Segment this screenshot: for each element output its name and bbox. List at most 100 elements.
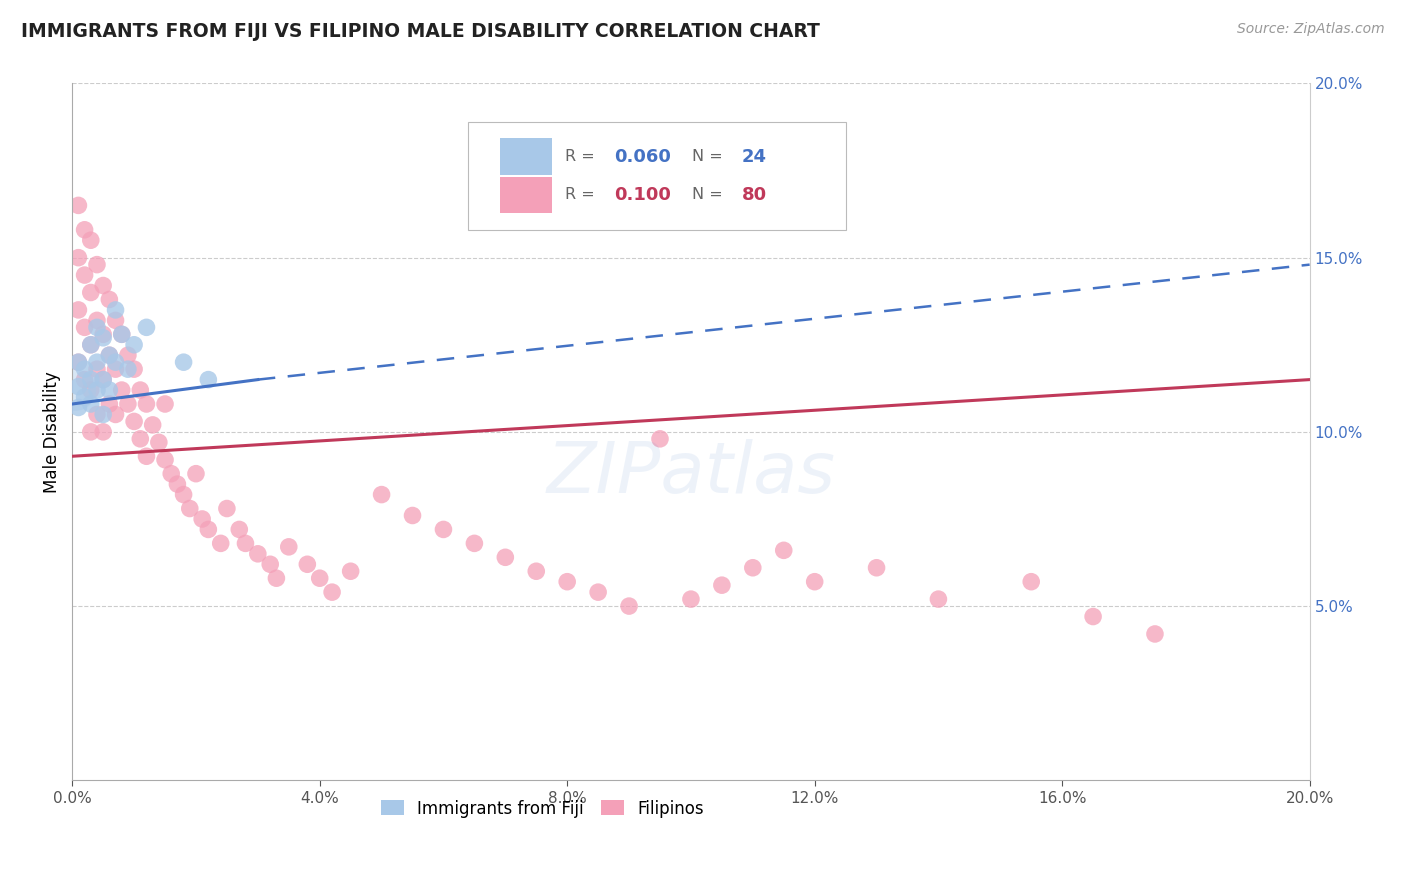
Point <box>98 348 121 362</box>
Point <box>67 379 90 393</box>
Point <box>148 435 170 450</box>
Point <box>73 223 96 237</box>
Point <box>73 373 96 387</box>
Point <box>129 383 152 397</box>
Text: 0.060: 0.060 <box>614 147 671 166</box>
Point <box>1081 609 1104 624</box>
FancyBboxPatch shape <box>501 138 553 175</box>
Point <box>117 348 139 362</box>
Point <box>266 571 288 585</box>
Point <box>142 417 165 432</box>
Point <box>339 564 361 578</box>
Point <box>86 258 108 272</box>
Point <box>463 536 485 550</box>
Text: R =: R = <box>565 149 599 164</box>
Point <box>401 508 423 523</box>
Point <box>184 467 207 481</box>
Point <box>111 383 134 397</box>
Point <box>432 523 454 537</box>
Point <box>122 338 145 352</box>
Point <box>111 327 134 342</box>
Point <box>98 348 121 362</box>
Point <box>1019 574 1042 589</box>
Point <box>277 540 299 554</box>
Point <box>741 560 763 574</box>
Point <box>135 320 157 334</box>
Point <box>122 362 145 376</box>
Point <box>209 536 232 550</box>
Point <box>173 487 195 501</box>
Y-axis label: Male Disability: Male Disability <box>44 371 60 492</box>
Point <box>803 574 825 589</box>
Point <box>494 550 516 565</box>
Text: 80: 80 <box>742 186 766 204</box>
Point <box>65 383 87 397</box>
Point <box>117 397 139 411</box>
Point <box>80 383 103 397</box>
Point <box>555 574 578 589</box>
Point <box>321 585 343 599</box>
Legend: Immigrants from Fiji, Filipinos: Immigrants from Fiji, Filipinos <box>374 793 711 824</box>
Point <box>104 302 127 317</box>
Point <box>772 543 794 558</box>
Text: 0.100: 0.100 <box>614 186 671 204</box>
Point <box>191 512 214 526</box>
Point <box>86 355 108 369</box>
Point <box>86 362 108 376</box>
Point <box>135 450 157 464</box>
Point <box>91 425 114 439</box>
Text: Source: ZipAtlas.com: Source: ZipAtlas.com <box>1237 22 1385 37</box>
Text: 24: 24 <box>742 147 766 166</box>
Point <box>98 397 121 411</box>
Point <box>160 467 183 481</box>
Text: N =: N = <box>692 187 728 202</box>
Point <box>104 362 127 376</box>
Point <box>104 408 127 422</box>
Point <box>91 331 114 345</box>
Point <box>865 560 887 574</box>
Point <box>308 571 330 585</box>
Point <box>228 523 250 537</box>
Point <box>259 558 281 572</box>
Point <box>73 390 96 404</box>
Point <box>91 373 114 387</box>
Point <box>710 578 733 592</box>
Point <box>135 397 157 411</box>
Point <box>91 373 114 387</box>
Point <box>370 487 392 501</box>
Point <box>80 338 103 352</box>
Point <box>67 355 90 369</box>
Point <box>91 408 114 422</box>
Text: N =: N = <box>692 149 728 164</box>
Point <box>173 355 195 369</box>
Point <box>111 327 134 342</box>
Point <box>86 320 108 334</box>
Point <box>679 592 702 607</box>
Point <box>927 592 949 607</box>
Point <box>297 558 319 572</box>
Point <box>67 251 90 265</box>
Point <box>122 414 145 428</box>
Point <box>524 564 547 578</box>
Point <box>153 397 176 411</box>
Point <box>235 536 257 550</box>
Point <box>73 268 96 282</box>
Point <box>153 452 176 467</box>
Point <box>91 278 114 293</box>
Point <box>117 362 139 376</box>
Point <box>1143 627 1166 641</box>
Text: ZIPatlas: ZIPatlas <box>547 439 835 508</box>
Point <box>166 477 188 491</box>
FancyBboxPatch shape <box>468 122 845 230</box>
Point <box>80 425 103 439</box>
Point <box>91 327 114 342</box>
Point <box>86 408 108 422</box>
Point <box>80 285 103 300</box>
Point <box>129 432 152 446</box>
Point <box>98 293 121 307</box>
Point <box>86 313 108 327</box>
Point <box>80 397 103 411</box>
Point <box>73 362 96 376</box>
Point <box>86 383 108 397</box>
Point <box>197 373 219 387</box>
